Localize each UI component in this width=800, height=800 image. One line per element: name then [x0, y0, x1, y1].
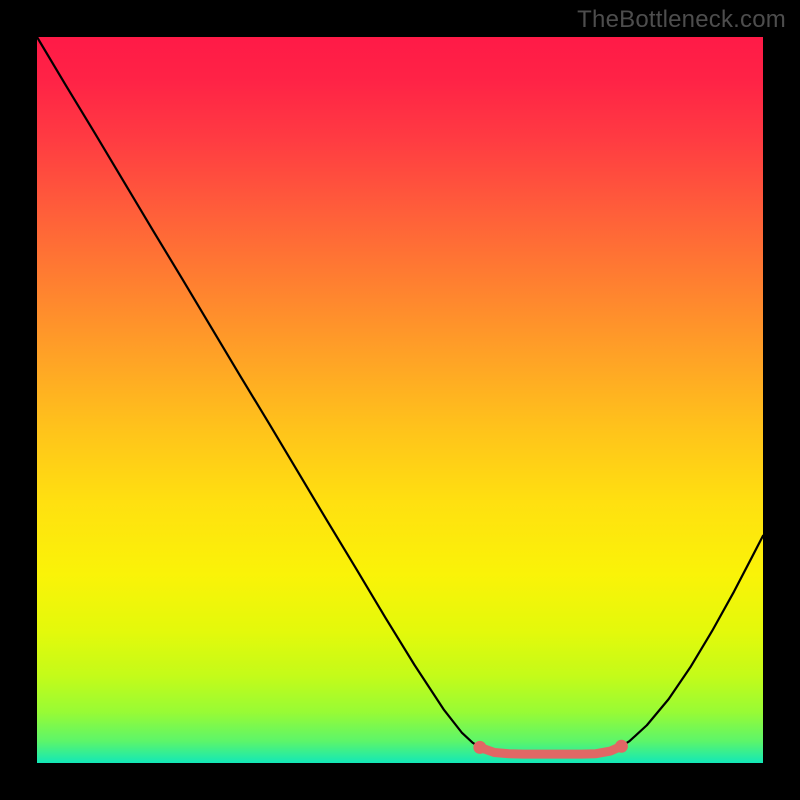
highlight-start-dot	[473, 741, 486, 754]
chart-container: TheBottleneck.com	[0, 0, 800, 800]
highlight-end-dot	[615, 740, 628, 753]
plot-area	[37, 37, 763, 763]
plot-overlay	[37, 37, 763, 763]
optimal-range-highlight	[480, 746, 622, 754]
watermark-text: TheBottleneck.com	[577, 6, 786, 34]
bottleneck-curve	[37, 37, 763, 754]
